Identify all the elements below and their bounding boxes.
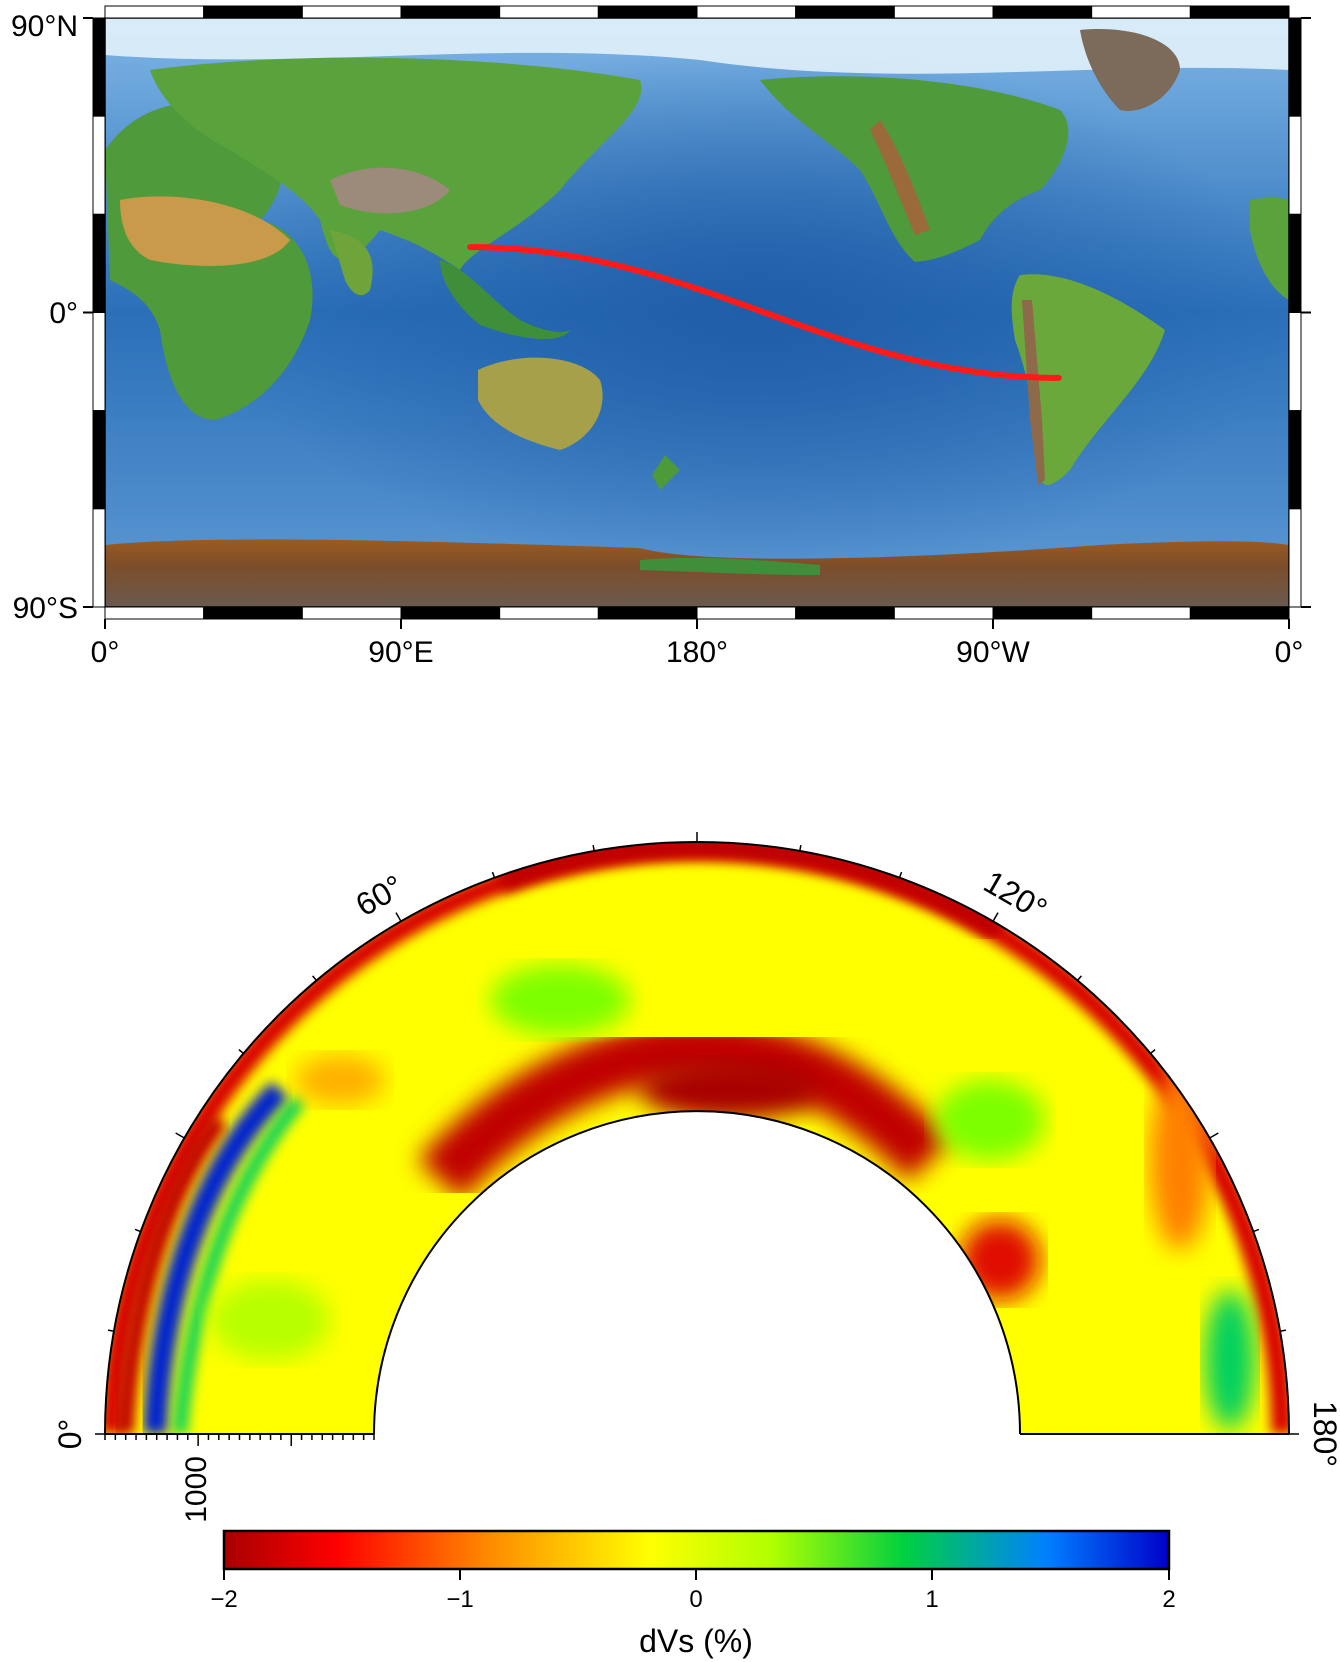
lat-label-0: 0° [49, 297, 78, 330]
colorbar-title: dVs (%) [639, 1623, 753, 1659]
angle-tick [593, 845, 594, 851]
angle-label-0: 0° [52, 1419, 88, 1450]
frame-segment-right [1289, 18, 1301, 116]
anomaly-orange-3 [295, 1055, 385, 1105]
lat-label-90n: 90°N [11, 10, 78, 43]
colorbar-tick-0: 0 [689, 1586, 702, 1613]
frame-segment-left [93, 214, 105, 312]
lat-label-90s: 90°S [13, 592, 78, 625]
depth-label-1000: 1000 [180, 1456, 213, 1523]
anomaly-orange-2 [1150, 1070, 1210, 1250]
angle-tick [1150, 1050, 1155, 1054]
frame-segment-left [93, 18, 105, 116]
lon-label-0-right: 0° [1275, 636, 1304, 669]
angle-label-60: 60° [350, 868, 410, 923]
frame-segment-top [697, 6, 796, 18]
angle-label-180: 180° [1307, 1401, 1340, 1467]
angle-tick [1078, 976, 1082, 981]
colorbar [224, 1531, 1169, 1569]
colorbar-tick-1: 1 [925, 1586, 938, 1613]
frame-segment-bottom [894, 607, 993, 619]
frame-segment-bottom [105, 607, 204, 619]
angle-tick [135, 1229, 141, 1231]
angle-tick [176, 1133, 185, 1138]
frame-segment-left [93, 313, 105, 411]
lon-label-90e: 90°E [368, 636, 433, 669]
frame-segment-top [401, 6, 500, 18]
frame-segment-bottom [1190, 607, 1289, 619]
anomaly-green-2 [935, 1080, 1045, 1160]
frame-segment-top [500, 6, 599, 18]
colorbar-ticks [224, 1569, 1169, 1580]
angle-tick [396, 913, 401, 922]
frame-segment-bottom [204, 607, 303, 619]
frame-segment-left [93, 411, 105, 509]
angle-tick [1253, 1229, 1259, 1231]
frame-segment-top [105, 6, 204, 18]
frame-segment-bottom [796, 607, 895, 619]
cross-section [100, 830, 1300, 1440]
anomaly-green-3 [210, 1280, 330, 1360]
angle-tick [1280, 1330, 1286, 1331]
frame-segment-right [1289, 509, 1301, 607]
frame-segment-bottom [401, 607, 500, 619]
angle-tick [899, 872, 901, 878]
anomaly-green-1 [490, 965, 630, 1035]
frame-segment-top [598, 6, 697, 18]
frame-segment-bottom [993, 607, 1092, 619]
anomaly-green-4 [1205, 1290, 1255, 1430]
colorbar-tick-2: 2 [1162, 1586, 1175, 1613]
angle-tick [993, 913, 998, 922]
angle-tick [1210, 1133, 1219, 1138]
frame-segment-left [93, 509, 105, 607]
frame-segment-bottom [598, 607, 697, 619]
world-map [105, 18, 1289, 607]
frame-segment-bottom [697, 607, 796, 619]
frame-segment-top [894, 6, 993, 18]
frame-segment-top [1190, 6, 1289, 18]
lon-label-90w: 90°W [956, 636, 1030, 669]
depth-ticks [105, 1434, 374, 1446]
angle-tick [800, 845, 801, 851]
colorbar-tick-m1: −1 [446, 1586, 473, 1613]
frame-segment-right [1289, 214, 1301, 312]
angle-tick [492, 872, 494, 878]
frame-segment-top [302, 6, 401, 18]
lon-label-0: 0° [91, 636, 120, 669]
frame-segment-bottom [500, 607, 599, 619]
angle-tick [239, 1050, 244, 1054]
frame-segment-top [993, 6, 1092, 18]
frame-segment-left [93, 116, 105, 214]
anomaly-cmb-core-red [640, 1060, 820, 1120]
frame-segment-bottom [302, 607, 401, 619]
frame-segment-bottom [1092, 607, 1191, 619]
frame-segment-right [1289, 313, 1301, 411]
frame-segment-top [1092, 6, 1191, 18]
lon-label-180: 180° [666, 636, 728, 669]
angle-tick [108, 1330, 114, 1331]
colorbar-tick-m2: −2 [210, 1586, 237, 1613]
frame-segment-right [1289, 411, 1301, 509]
frame-segment-top [204, 6, 303, 18]
frame-segment-top [796, 6, 895, 18]
angle-tick [313, 976, 317, 981]
frame-segment-right [1289, 116, 1301, 214]
anomaly-orange-1 [960, 1220, 1040, 1300]
